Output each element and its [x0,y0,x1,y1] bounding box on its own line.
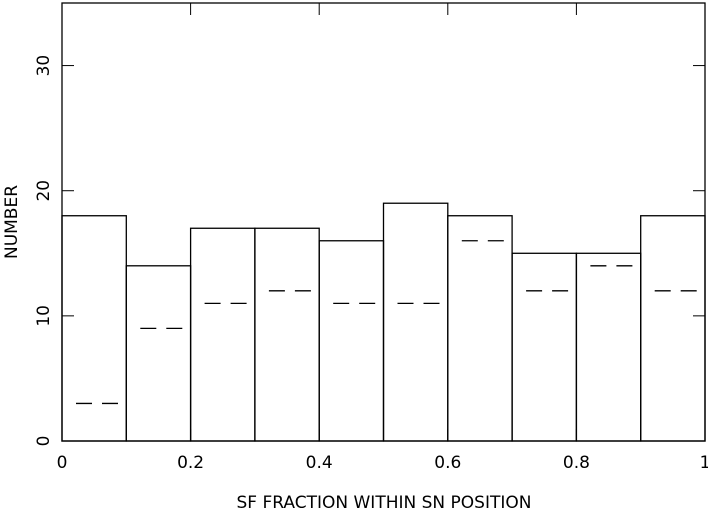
x-tick-label: 0.6 [434,453,461,473]
bar [511,252,578,442]
bar [189,227,256,442]
bar [318,240,385,442]
y-tick-label: 10 [34,305,54,327]
y-tick-label: 0 [34,436,54,447]
bar [125,265,192,442]
bar [447,215,513,442]
bar [640,215,706,442]
bar [61,215,127,442]
y-tick-label: 20 [34,180,54,202]
x-tick-label: 0.4 [306,453,333,473]
x-tick-label: 0.2 [177,453,204,473]
bar [254,227,320,442]
x-tick-label: 0 [57,453,68,473]
y-axis-label: NUMBER [2,185,22,259]
bar [382,202,449,442]
x-axis-label: SF FRACTION WITHIN SN POSITION [237,493,532,513]
x-tick-label: 0.8 [563,453,590,473]
x-tick-label: 1 [700,453,708,473]
y-tick-label: 30 [34,55,54,77]
bar [575,252,642,442]
